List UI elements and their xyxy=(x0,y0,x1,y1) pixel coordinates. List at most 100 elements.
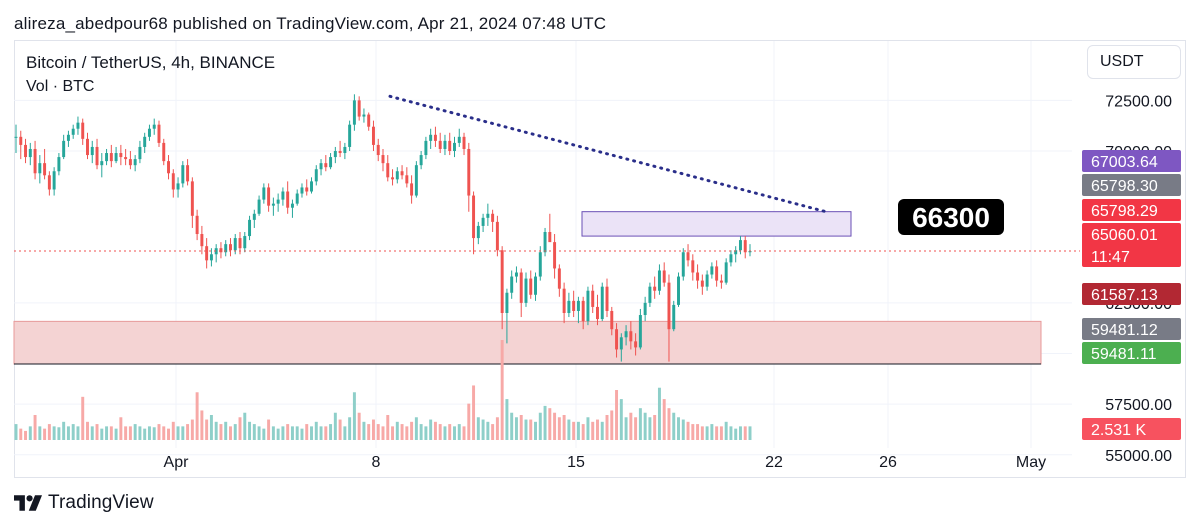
x-tick-label: 15 xyxy=(567,454,585,471)
candle-body xyxy=(43,163,47,176)
volume-bar xyxy=(486,421,490,440)
candle-body xyxy=(538,252,542,277)
y-tick-label: 57500.00 xyxy=(1105,397,1172,414)
volume-bar xyxy=(219,424,223,440)
volume-indicator-title: Vol · BTC xyxy=(26,78,95,95)
volume-bar xyxy=(438,424,442,440)
candle-body xyxy=(596,306,599,320)
candle-body xyxy=(667,282,671,330)
volume-bar xyxy=(248,421,252,440)
candle-body xyxy=(691,260,695,273)
volume-bar xyxy=(14,424,18,440)
volume-bar xyxy=(181,426,185,440)
candle-body xyxy=(214,248,218,255)
candle-body xyxy=(128,159,132,166)
candle-body xyxy=(605,286,609,311)
candle-body xyxy=(591,290,595,307)
price-label-bg xyxy=(1082,283,1181,305)
volume-bar xyxy=(176,426,180,440)
candle-body xyxy=(553,242,557,269)
price-label-bg xyxy=(1082,418,1181,440)
candle-body xyxy=(66,134,70,141)
overlay-layer: 66300 xyxy=(14,94,1080,252)
volume-bar xyxy=(95,424,99,440)
volume-bar xyxy=(162,426,166,440)
candle-body xyxy=(171,173,175,190)
volume-bar xyxy=(719,426,723,440)
candle-body xyxy=(743,240,747,253)
volume-bar xyxy=(143,428,147,440)
volume-bar xyxy=(400,424,404,440)
candle-body xyxy=(491,213,495,222)
candle-body xyxy=(514,272,518,277)
volume-bar xyxy=(634,417,638,440)
volume-bar xyxy=(314,421,318,440)
price-label: 65798.30 xyxy=(1082,174,1181,196)
price-axis: 72500.0070000.0062500.0060000.0057500.00… xyxy=(1105,93,1172,464)
volume-bar xyxy=(553,412,557,440)
volume-bar xyxy=(348,417,352,440)
candle-body xyxy=(386,163,390,178)
volume-bar xyxy=(715,426,719,440)
price-label-text: 65060.01 xyxy=(1091,227,1158,244)
volume-bar xyxy=(548,408,552,440)
candle-body xyxy=(190,181,194,216)
volume-bar xyxy=(410,421,414,440)
candle-body xyxy=(557,268,561,289)
volume-bar xyxy=(405,426,409,440)
volume-bar xyxy=(591,421,595,440)
volume-bar xyxy=(681,419,685,440)
price-label-text: 65798.29 xyxy=(1091,203,1158,220)
volume-bar xyxy=(424,426,428,440)
price-label-stack: 67003.64 65798.30 65798.29 65060.01 11:47 615… xyxy=(1082,150,1181,440)
candle-body xyxy=(381,155,385,164)
volume-bar xyxy=(171,421,175,440)
volume-bar xyxy=(362,421,366,440)
volume-bar xyxy=(19,428,23,440)
volume-bar xyxy=(443,426,447,440)
volume-bar xyxy=(524,419,528,440)
volume-bar xyxy=(414,417,418,440)
currency-selector[interactable]: USDT xyxy=(1087,45,1181,79)
candle-body xyxy=(715,266,719,281)
x-tick-label: Apr xyxy=(164,454,190,471)
volume-bars xyxy=(14,340,752,440)
candle-body xyxy=(629,331,633,342)
volume-bar xyxy=(128,426,132,440)
volume-bar xyxy=(448,424,452,440)
support-zone xyxy=(13,320,1042,365)
volume-bar xyxy=(638,408,642,440)
price-label: 65060.01 11:47 xyxy=(1082,223,1181,267)
price-label-bg xyxy=(1082,318,1181,340)
volume-bar xyxy=(252,424,256,440)
candle-body xyxy=(648,286,652,303)
candle-body xyxy=(448,140,452,151)
volume-bar xyxy=(567,419,571,440)
volume-bar xyxy=(743,426,747,440)
volume-bar xyxy=(729,426,733,440)
volume-bar xyxy=(114,428,118,440)
volume-bar xyxy=(376,424,380,440)
candle-body xyxy=(157,124,161,143)
candle-body xyxy=(486,213,490,218)
candle-body xyxy=(500,250,504,313)
price-label-bg xyxy=(1082,174,1181,196)
tradingview-logo[interactable]: TradingView xyxy=(14,491,154,515)
candle-body xyxy=(195,215,199,235)
volume-bar xyxy=(138,426,142,440)
candle-body xyxy=(672,304,676,330)
volume-bar xyxy=(519,415,523,440)
candle-body xyxy=(510,276,514,293)
volume-bar xyxy=(262,428,266,440)
candle-body xyxy=(248,219,252,237)
volume-bar xyxy=(105,426,109,440)
price-label: 2.531 K xyxy=(1082,418,1181,440)
candle-body xyxy=(662,270,666,283)
volume-bar xyxy=(52,426,56,440)
candle-body xyxy=(219,248,223,253)
resistance-zone xyxy=(581,211,852,237)
volume-bar xyxy=(333,412,337,440)
candle-body xyxy=(310,181,313,192)
price-label-bg xyxy=(1082,342,1181,364)
